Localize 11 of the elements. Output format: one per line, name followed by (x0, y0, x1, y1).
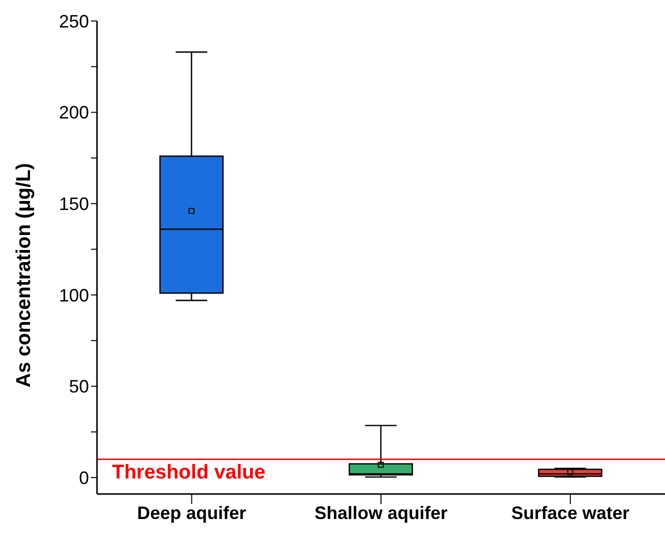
y-tick-label: 0 (78, 468, 89, 488)
x-tick-label: Deep aquifer (137, 502, 246, 523)
y-tick-label: 250 (58, 11, 89, 32)
y-tick-label: 200 (58, 102, 89, 123)
y-tick-label: 100 (58, 285, 89, 306)
x-tick-label: Shallow aquifer (314, 502, 448, 523)
ref-line-label: Threshold value (112, 462, 266, 484)
y-tick-label: 50 (68, 376, 89, 397)
y-axis-title: As concentration (μg/L) (13, 163, 36, 388)
x-tick-label: Surface water (511, 502, 630, 523)
y-tick-label: 150 (58, 194, 89, 214)
